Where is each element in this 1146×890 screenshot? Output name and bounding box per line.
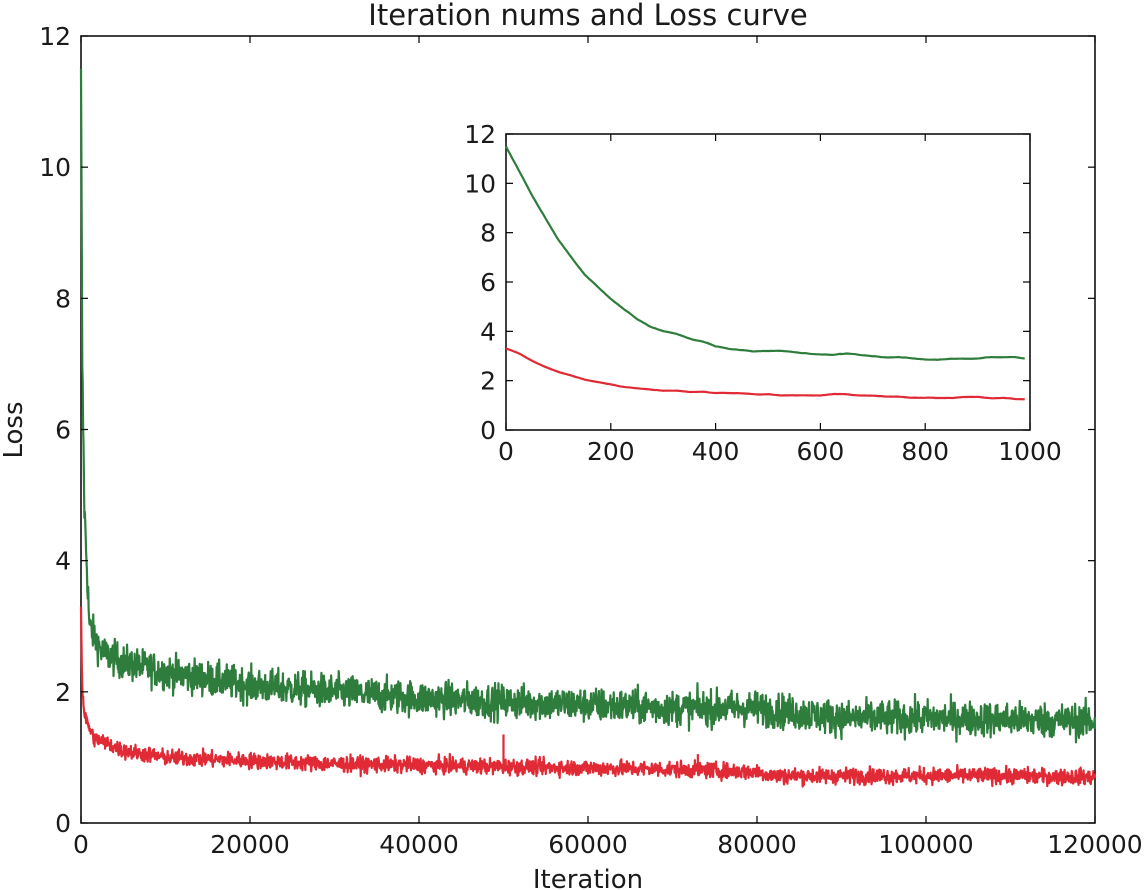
main-y-tick-label: 2 (55, 678, 71, 707)
main-x-tick-label: 80000 (717, 830, 797, 859)
x-axis-title: Iteration (533, 865, 643, 890)
inset-plot-frame (505, 133, 1031, 431)
y-axis-title: Loss (0, 401, 29, 458)
main-y-tick-label: 4 (55, 547, 71, 576)
inset-y-tick-label: 8 (480, 219, 496, 248)
inset-x-tick-label: 200 (587, 437, 635, 466)
main-y-tick-label: 0 (55, 809, 71, 838)
main-y-tick-label: 6 (55, 416, 71, 445)
main-series-1-line (79, 68, 1097, 744)
inset-x-tick-label: 600 (797, 437, 845, 466)
inset-x-tick-label: 400 (692, 437, 740, 466)
inset-y-tick-label: 10 (464, 169, 496, 198)
main-tick-layer: 0 20000 40000 60000 80000 100000 1200000246810… (39, 22, 1143, 859)
inset-y-tick-label: 6 (480, 268, 496, 297)
inset-x-tick-label: 0 (498, 437, 514, 466)
main-x-tick-label: 100000 (878, 830, 973, 859)
inset-series-2-line (505, 347, 1025, 401)
main-x-tick-label: 40000 (379, 830, 459, 859)
inset-y-tick-label: 2 (480, 367, 496, 396)
main-y-tick-label: 12 (39, 22, 71, 51)
main-x-tick-label: 120000 (1047, 830, 1142, 859)
main-series-layer (79, 68, 1097, 788)
inset-x-tick-label: 1000 (998, 437, 1062, 466)
main-y-tick-label: 10 (39, 153, 71, 182)
inset-x-tick-label: 800 (901, 437, 949, 466)
inset-y-tick-label: 12 (464, 120, 496, 149)
inset-y-tick-label: 4 (480, 317, 496, 346)
inset-tick-layer: 0 200 400 600 800 1000 0 2 4 6 8 10 12 (464, 120, 1062, 466)
inset-y-tick-label: 0 (480, 416, 496, 445)
chart-title: Iteration nums and Loss curve (368, 0, 807, 32)
inset-series-1-line (505, 145, 1025, 361)
inset-series-layer (505, 145, 1025, 401)
main-y-tick-label: 8 (55, 284, 71, 313)
main-x-tick-label: 20000 (210, 830, 290, 859)
main-x-tick-label: 0 (73, 830, 89, 859)
main-x-tick-label: 60000 (548, 830, 628, 859)
inset-plot: 0 200 400 600 800 1000 0 2 4 6 8 10 12 (464, 120, 1062, 466)
main-series-2-line (79, 606, 1097, 788)
